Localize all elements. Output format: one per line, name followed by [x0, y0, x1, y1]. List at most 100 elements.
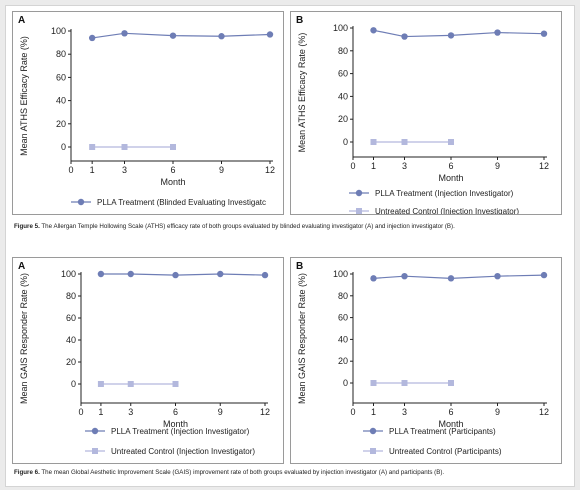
x-tick-label: 9 — [495, 161, 500, 171]
series-line — [373, 274, 545, 279]
data-point — [401, 272, 408, 280]
panel-label: B — [296, 261, 304, 272]
x-tick-label: 0 — [68, 165, 73, 175]
y-axis-title: Mean ATHS Efficacy Rate (%) — [297, 33, 307, 153]
data-point — [121, 144, 128, 150]
x-axis-title: Month — [438, 419, 463, 429]
panel-label: A — [18, 261, 26, 272]
y-tick-label: 60 — [56, 72, 66, 82]
x-tick-label: 12 — [539, 407, 549, 417]
y-tick-label: 0 — [343, 137, 348, 147]
x-tick-label: 12 — [260, 407, 270, 417]
figure-sheet: A 0 20 40 60 80 100 0 1 3 6 9 12 Month Mean ATHS Effi… — [5, 5, 575, 487]
y-tick-label: 40 — [338, 334, 348, 344]
data-point — [169, 32, 177, 39]
figure6-caption-label: Figure 6. — [14, 469, 40, 476]
x-tick-label: 6 — [448, 407, 453, 417]
x-tick-label: 6 — [173, 407, 178, 417]
data-point — [447, 32, 455, 39]
figure6-caption-text: The mean Global Aesthetic Improvement Sc… — [39, 469, 445, 476]
data-point — [218, 33, 225, 40]
y-axis-title: Mean ATHS Efficacy Rate (%) — [19, 36, 29, 156]
chart-figure5-b: 0 20 40 60 80 100 0 1 3 6 9 12 Month Mean ATHS Effica… — [297, 23, 549, 214]
y-tick-label: 40 — [56, 96, 66, 106]
data-point — [127, 270, 134, 278]
data-point — [170, 144, 176, 150]
y-tick-label: 80 — [338, 46, 348, 56]
x-axis-title: Month — [163, 419, 188, 429]
data-point — [401, 33, 408, 40]
data-point — [121, 30, 128, 37]
legend-marker — [369, 427, 377, 435]
data-point — [172, 381, 179, 387]
x-tick-label: 3 — [128, 407, 133, 417]
y-tick-label: 20 — [338, 114, 348, 124]
x-tick-label: 0 — [350, 161, 355, 171]
data-point — [88, 34, 96, 42]
y-tick-label: 100 — [333, 269, 348, 279]
legend-marker — [355, 189, 363, 197]
legend-marker — [91, 427, 99, 435]
data-point — [401, 380, 408, 386]
figure5-caption-label: Figure 5. — [14, 223, 40, 230]
y-tick-label: 20 — [338, 356, 348, 366]
x-tick-label: 9 — [218, 407, 223, 417]
data-point — [540, 271, 548, 279]
y-tick-label: 20 — [56, 119, 66, 129]
data-point — [97, 270, 105, 278]
y-tick-label: 60 — [338, 69, 348, 79]
y-tick-label: 100 — [333, 23, 348, 33]
y-tick-label: 100 — [51, 26, 66, 36]
data-point — [447, 275, 455, 282]
x-tick-label: 3 — [402, 161, 407, 171]
x-tick-label: 3 — [402, 407, 407, 417]
y-axis-title: Mean GAIS Responder Rate (%) — [19, 273, 29, 404]
y-tick-label: 100 — [61, 269, 76, 279]
legend-label: PLLA Treatment (Participants) — [389, 427, 496, 436]
legend-label: PLLA Treatment (Injection Investigator) — [375, 189, 514, 198]
data-point — [217, 270, 224, 278]
y-tick-label: 40 — [338, 91, 348, 101]
data-point — [448, 380, 454, 386]
legend-marker — [356, 208, 362, 214]
series-line — [373, 29, 545, 38]
data-point — [448, 139, 454, 145]
y-tick-label: 0 — [61, 142, 66, 152]
panel-label: B — [296, 15, 304, 26]
x-axis-title: Month — [160, 177, 185, 187]
x-tick-label: 6 — [448, 161, 453, 171]
data-point — [370, 139, 377, 145]
chart-figure6-a: 0 20 40 60 80 100 0 1 3 6 9 12 Month Mean GAIS Respon… — [19, 269, 270, 456]
x-tick-label: 1 — [90, 165, 95, 175]
x-tick-label: 1 — [98, 407, 103, 417]
x-tick-label: 1 — [371, 407, 376, 417]
chart-figure5-a: 0 20 40 60 80 100 0 1 3 6 9 12 Month Mean ATHS Effica… — [19, 26, 275, 207]
figure6-caption: Figure 6. The mean Global Aesthetic Impr… — [14, 469, 444, 476]
data-point — [370, 27, 377, 34]
x-tick-label: 6 — [170, 165, 175, 175]
legend-label: Untreated Control (Injection Investigato… — [375, 207, 519, 214]
y-tick-label: 20 — [66, 357, 76, 367]
x-tick-label: 9 — [495, 407, 500, 417]
chart-figure6-b: 0 20 40 60 80 100 0 1 3 6 9 12 Month Mean GAIS Respon… — [297, 269, 549, 456]
y-tick-label: 0 — [71, 379, 76, 389]
y-tick-label: 80 — [338, 291, 348, 301]
legend-marker — [92, 448, 98, 454]
x-tick-label: 3 — [122, 165, 127, 175]
y-tick-label: 60 — [338, 313, 348, 323]
data-point — [172, 271, 179, 279]
panel-label: A — [18, 15, 26, 26]
legend-label: PLLA Treatment (Injection Investigator) — [111, 427, 250, 436]
x-tick-label: 12 — [539, 161, 549, 171]
figure5-panel-b: B 0 20 40 60 80 100 0 1 3 6 9 12 Month Mean ATHS Effi… — [290, 11, 562, 215]
legend-label: Untreated Control (Participants) — [389, 447, 502, 456]
series-line — [92, 32, 271, 39]
data-point — [540, 30, 548, 37]
legend-label: Untreated Control (Injection Investigato… — [111, 447, 255, 456]
legend-marker — [77, 198, 85, 206]
x-tick-label: 1 — [371, 161, 376, 171]
x-tick-label: 0 — [350, 407, 355, 417]
legend-label: PLLA Treatment (Blinded Evaluating Inves… — [97, 198, 266, 207]
data-point — [494, 29, 501, 36]
data-point — [370, 380, 377, 386]
